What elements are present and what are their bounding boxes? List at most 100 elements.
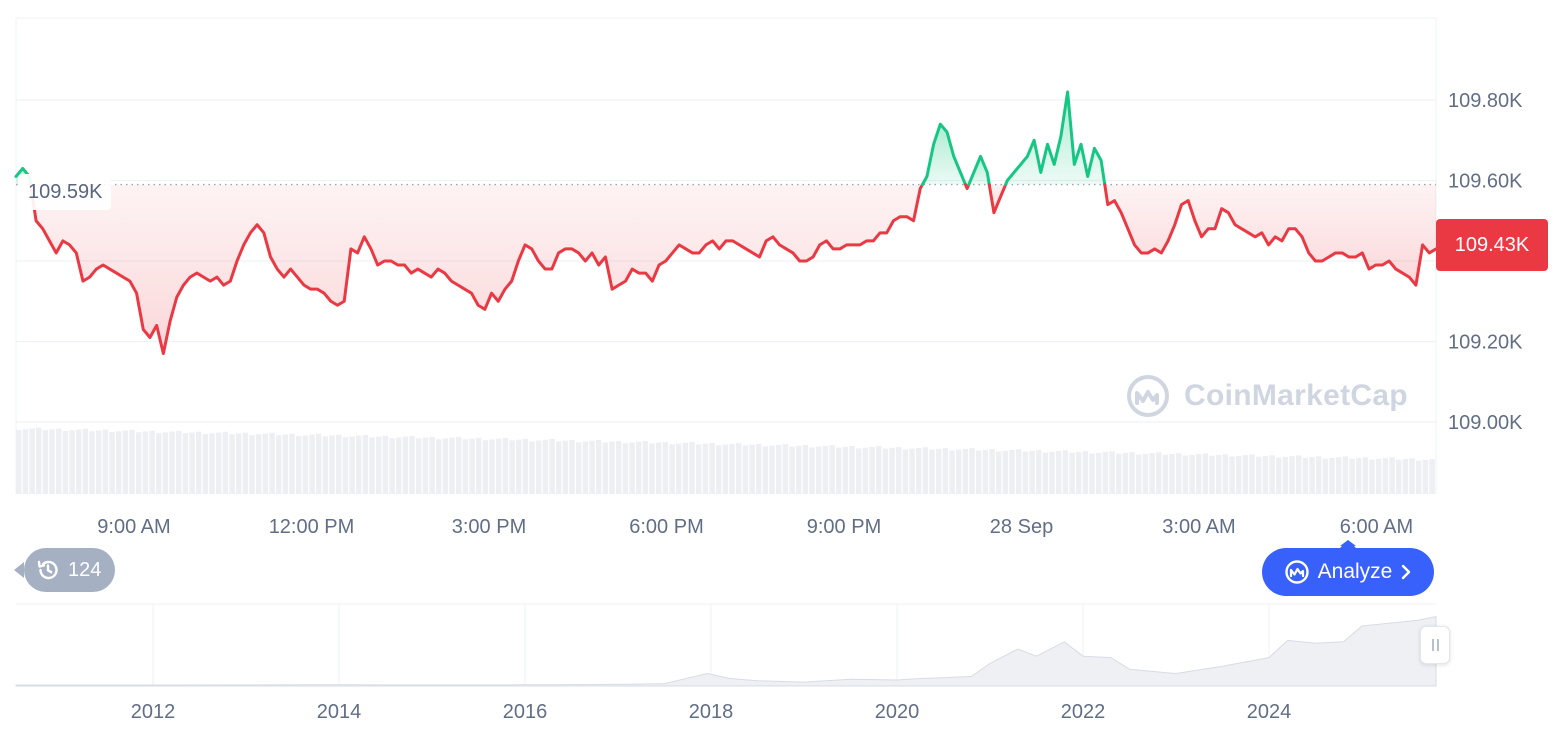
history-count: 124 [68, 558, 102, 581]
volume-bar [1296, 455, 1302, 494]
volume-bar [562, 440, 569, 494]
volume-bar [576, 442, 582, 494]
area-up [968, 156, 990, 185]
x-tick-label: 12:00 PM [269, 516, 355, 538]
current-price-label: 109.43K [1436, 219, 1548, 271]
volume-bar [776, 444, 782, 494]
volume-bar [382, 435, 389, 494]
area-down [30, 184, 923, 354]
volume-bar [636, 441, 642, 494]
volume-bar [1049, 451, 1055, 494]
volume-bar [1162, 454, 1169, 494]
volume-bar [402, 436, 409, 494]
volume-bar [1149, 453, 1155, 494]
volume-bar [589, 440, 595, 494]
price-area-fills [16, 91, 1436, 354]
overview-year-label: 2012 [131, 701, 176, 723]
volume-bar [316, 433, 322, 494]
volume-bar [1142, 453, 1149, 494]
volume-bar [462, 439, 469, 494]
volume-bar [1182, 455, 1189, 494]
history-badge[interactable]: 124 [13, 548, 116, 592]
volume-bar [102, 429, 109, 494]
overview-year-label: 2022 [1061, 701, 1106, 723]
analyze-button[interactable]: Analyze [1262, 540, 1434, 596]
volume-bar [82, 428, 89, 494]
volume-bar [516, 439, 522, 494]
volume-bar [769, 445, 775, 494]
overview-area [15, 615, 1437, 687]
volume-bar [889, 447, 895, 494]
volume-bar [1342, 456, 1349, 494]
volume-bar [1282, 456, 1289, 494]
volume-bar [796, 445, 802, 494]
volume-bar [129, 429, 135, 494]
volume-bar [749, 444, 755, 494]
volume-bar [922, 447, 929, 494]
volume-bar [856, 448, 862, 494]
volume-bar [1262, 455, 1269, 494]
volume-bar [882, 448, 889, 494]
chevron-right-icon [1402, 564, 1411, 580]
volume-bar [89, 431, 95, 494]
volume-bar [489, 439, 495, 494]
volume-bar [642, 441, 649, 494]
volume-bar [36, 427, 42, 494]
volume-bar [996, 451, 1002, 494]
volume-bar [249, 435, 255, 494]
volume-bar [542, 439, 549, 494]
volume-bar [602, 442, 609, 494]
volume-bar [782, 444, 789, 494]
volume-bar [849, 446, 855, 494]
price-line-up [920, 122, 967, 187]
volume-bar [756, 443, 762, 494]
price-line-down [29, 183, 924, 356]
volume-bar [469, 438, 475, 494]
volume-bar [1269, 455, 1275, 494]
volume-bar [942, 448, 949, 494]
volume-bar [496, 438, 502, 494]
volume-bar [229, 434, 235, 494]
volume-bar [189, 432, 195, 494]
volume-bar [176, 430, 182, 494]
volume-bar [142, 431, 149, 494]
volume-bar [456, 436, 462, 494]
volume-bar [269, 432, 275, 494]
volume-bar [369, 437, 375, 494]
volume-bar [809, 447, 815, 494]
overview-range-handle[interactable] [1420, 626, 1450, 664]
overview-year-label: 2016 [503, 701, 548, 723]
volume-bar [429, 436, 435, 494]
volume-bar [396, 437, 402, 494]
volume-bar [936, 448, 942, 494]
volume-bar [422, 437, 429, 494]
volume-bar [1002, 450, 1009, 494]
watermark-text: CoinMarketCap [1184, 379, 1408, 412]
volume-bar [802, 445, 809, 494]
overview-panel[interactable]: 2012 2014 2016 2018 2020 2022 2024 [15, 603, 1437, 723]
volume-bar [869, 446, 875, 494]
volume-bar [669, 444, 675, 494]
volume-bar [256, 434, 262, 494]
volume-bar [1316, 456, 1322, 494]
volume-bar [622, 443, 629, 494]
volume-bar [1409, 458, 1415, 494]
volume-bar [722, 444, 729, 494]
volume-bar [1036, 450, 1042, 494]
volume-bar [1396, 459, 1402, 494]
volume-bar [216, 432, 222, 494]
volume-bar [296, 436, 302, 494]
volume-bar [409, 435, 415, 494]
volume-bar [896, 447, 902, 494]
volume-bar [342, 437, 349, 494]
volume-bar [649, 443, 655, 494]
volume-bar [1362, 457, 1369, 494]
volume-bar [202, 434, 209, 494]
volume-bar [96, 430, 102, 494]
volume-bar [182, 433, 189, 494]
x-tick-label: 3:00 AM [1162, 516, 1235, 538]
volume-bar [1289, 456, 1295, 494]
volume-bar [582, 441, 589, 494]
volume-bar [1382, 458, 1389, 494]
